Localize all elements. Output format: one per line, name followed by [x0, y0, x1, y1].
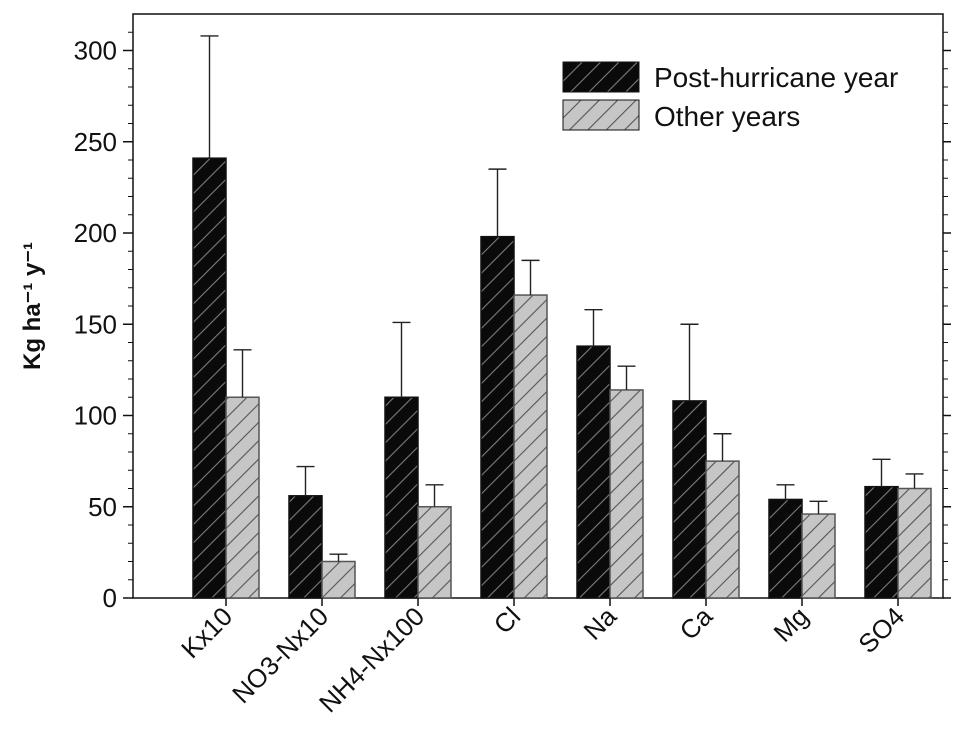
x-tick-label: Cl [488, 601, 527, 640]
bar-post-hurricane-cl [480, 235, 515, 599]
bar-other-years-nh4-nx100 [417, 506, 452, 599]
x-tick-label: Mg [767, 601, 814, 648]
x-tick-label: Ca [674, 601, 719, 646]
bar-other-years-so4 [897, 487, 932, 599]
bar-other-years-cl [513, 294, 548, 599]
y-axis-ticks: 0 50 100 150 200 250 300 [74, 31, 951, 613]
y-axis-label: Kg ha⁻¹ y⁻¹ [19, 242, 46, 370]
bar-post-hurricane-ca [672, 400, 707, 599]
bar-other-years-ca [705, 460, 740, 599]
y-tick-label: 100 [74, 401, 117, 431]
bar-other-years-no3-nx10 [321, 560, 356, 599]
y-tick-label: 50 [88, 492, 117, 522]
bar-post-hurricane-mg [768, 498, 803, 599]
bar-post-hurricane-na [576, 345, 611, 599]
legend-swatch-other-years [562, 99, 640, 131]
legend: Post-hurricane year Other years [562, 61, 898, 132]
bar-post-hurricane-nh4-nx100 [384, 396, 419, 599]
bar-post-hurricane-no3-nx10 [288, 495, 323, 599]
y-tick-label: 250 [74, 127, 117, 157]
y-tick-label: 200 [74, 218, 117, 248]
y-tick-label: 150 [74, 309, 117, 339]
y-tick-label: 300 [74, 36, 117, 66]
legend-label-post-hurricane: Post-hurricane year [654, 62, 898, 93]
x-tick-label: Na [578, 601, 623, 646]
legend-label-other-years: Other years [654, 101, 800, 132]
bar-post-hurricane-so4 [864, 485, 899, 599]
y-tick-label: 0 [103, 583, 117, 613]
x-tick-label: Kx10 [175, 601, 238, 664]
bars [192, 35, 932, 599]
bar-post-hurricane-kx10 [192, 157, 227, 599]
bar-other-years-kx10 [225, 396, 260, 599]
x-tick-label: SO4 [852, 601, 910, 659]
bar-other-years-mg [801, 513, 836, 599]
bar-other-years-na [609, 389, 644, 599]
legend-swatch-post-hurricane [562, 61, 640, 93]
